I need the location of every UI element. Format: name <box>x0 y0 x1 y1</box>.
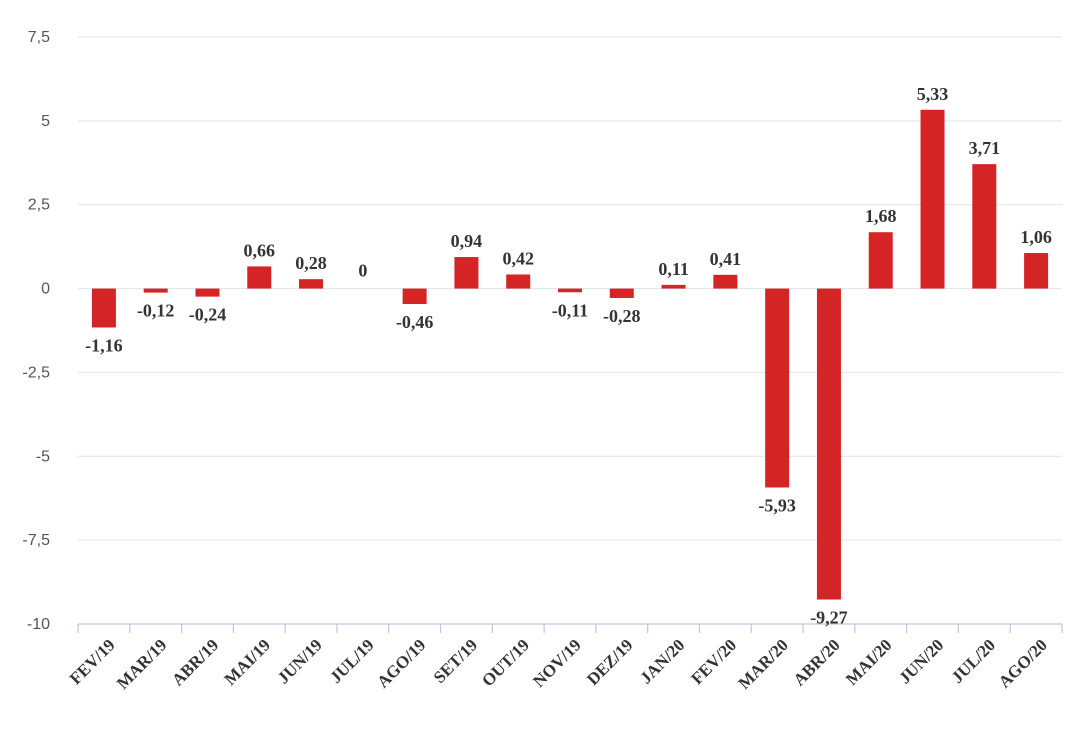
x-tick-label: SET/19 <box>430 635 482 687</box>
x-tick-label: ABR/20 <box>790 635 844 689</box>
bar <box>454 257 479 289</box>
x-tick-label: MAR/19 <box>113 635 171 693</box>
data-label: 1,06 <box>1020 227 1052 247</box>
bar <box>972 164 997 289</box>
data-label: 0,28 <box>295 253 327 273</box>
y-tick-label: 7,5 <box>28 29 50 46</box>
data-label: 0,66 <box>244 240 276 260</box>
data-label: 5,33 <box>917 84 949 104</box>
bar <box>247 266 272 289</box>
data-label: 0,94 <box>451 231 483 251</box>
x-tick-label: MAR/20 <box>734 635 792 693</box>
bar <box>143 288 168 293</box>
bar <box>816 288 841 600</box>
x-tick-label: AGO/19 <box>373 635 429 691</box>
x-tick-label: NOV/19 <box>529 635 585 691</box>
x-tick-label: JUL/20 <box>948 635 1000 687</box>
data-label: 0,41 <box>710 249 742 269</box>
y-tick-label: -10 <box>27 616 50 633</box>
data-labels: -1,16 -0,12 -0,24 0,66 0,28 0 -0,46 0,94 0,42 -0,… <box>85 84 1052 628</box>
data-label: -0,11 <box>552 300 589 320</box>
y-tick-label: 5 <box>41 113 50 130</box>
data-label: 0 <box>358 261 367 281</box>
x-tick-label: AGO/20 <box>995 635 1051 691</box>
bar <box>713 274 738 289</box>
bars <box>91 109 1049 600</box>
x-tick-label: DEZ/19 <box>583 635 637 689</box>
x-tick-label: FEV/19 <box>66 635 119 688</box>
x-tick-label: JAN/20 <box>636 635 688 687</box>
x-tick-label: JUL/19 <box>326 635 378 687</box>
bar <box>195 288 220 297</box>
x-tick-label: JUN/20 <box>895 635 947 687</box>
x-tick-label: MAI/20 <box>842 635 896 689</box>
bar <box>609 288 634 298</box>
data-label: -9,27 <box>810 608 848 628</box>
y-tick-label: -2,5 <box>22 364 50 381</box>
x-axis <box>77 623 1063 633</box>
x-tick-label: OUT/19 <box>478 635 533 690</box>
bar <box>920 109 945 289</box>
data-label: 0,42 <box>502 248 534 268</box>
bar <box>765 288 790 488</box>
y-tick-label: 2,5 <box>28 197 50 214</box>
y-tick-label: 0 <box>41 281 50 298</box>
bar <box>91 288 116 328</box>
bar <box>868 232 893 289</box>
data-label: -0,24 <box>189 305 227 325</box>
bar <box>1024 253 1049 289</box>
data-label: 0,11 <box>658 259 689 279</box>
bar <box>558 288 582 293</box>
data-label: -1,16 <box>85 335 123 355</box>
data-label: -5,93 <box>758 495 796 515</box>
data-label: 3,71 <box>969 138 1001 158</box>
gridlines <box>78 36 1062 541</box>
x-tick-label: JUN/19 <box>274 635 326 687</box>
bar <box>402 288 427 305</box>
bar <box>299 279 324 289</box>
x-tick-label: FEV/20 <box>687 635 740 688</box>
x-tick-label: ABR/19 <box>168 635 222 689</box>
data-label: -0,28 <box>603 306 641 326</box>
bar <box>661 284 686 289</box>
bar <box>506 274 531 289</box>
y-tick-label: -7,5 <box>22 532 50 549</box>
y-tick-label: -5 <box>36 448 50 465</box>
y-axis-tick-labels: 7,5 5 2,5 0 -2,5 -5 -7,5 -10 <box>22 29 50 633</box>
data-label: 1,68 <box>865 206 897 226</box>
data-label: -0,46 <box>396 312 434 332</box>
x-tick-label: MAI/19 <box>221 635 275 689</box>
data-label: -0,12 <box>137 301 175 321</box>
